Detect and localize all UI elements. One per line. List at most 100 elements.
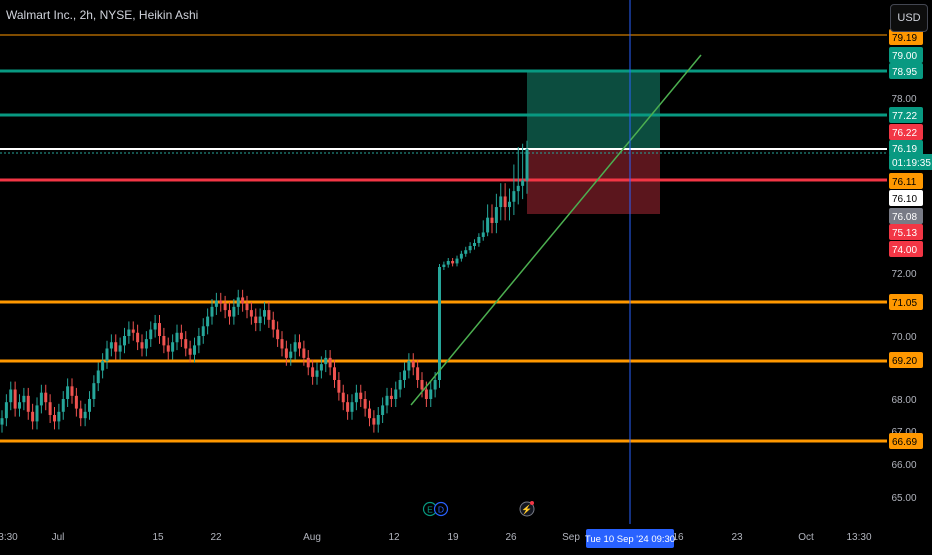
candle [394, 389, 398, 399]
price-label-orange [889, 352, 923, 368]
candle [166, 345, 170, 352]
price-label-red [889, 124, 923, 140]
candle [228, 310, 231, 317]
candle [223, 303, 227, 311]
candle [109, 342, 113, 349]
candle [70, 386, 74, 396]
candle [105, 348, 109, 361]
candle [171, 342, 175, 352]
candle [499, 196, 503, 208]
price-label-red [889, 241, 923, 257]
target-zone[interactable] [527, 71, 660, 149]
candle [385, 395, 389, 406]
candle [35, 405, 39, 422]
candle [442, 264, 446, 267]
price-label-text: 69.20 [892, 356, 917, 367]
candle [403, 370, 406, 380]
candle [48, 402, 52, 415]
candle [271, 319, 275, 330]
x-axis-tick-label: 22 [210, 532, 222, 543]
lightning-event-icon[interactable] [519, 501, 535, 517]
x-axis-tick-label: Sep [562, 532, 580, 543]
candle [525, 149, 529, 181]
candle [280, 339, 284, 349]
price-axis[interactable] [887, 0, 932, 550]
time-axis[interactable] [0, 524, 932, 550]
price-label-text: 01:19:35 [892, 158, 931, 169]
candle [83, 411, 87, 419]
candle [424, 389, 428, 399]
candle [263, 310, 266, 317]
candle [158, 323, 161, 336]
candle [267, 310, 271, 320]
candle [490, 217, 494, 223]
cursor-date-badge [586, 529, 674, 548]
candle [276, 329, 280, 340]
candle [184, 339, 188, 349]
x-axis-tick-label: 15 [152, 532, 164, 543]
candle [473, 242, 476, 246]
candle [136, 332, 140, 343]
candle [114, 342, 118, 352]
candle [153, 323, 157, 330]
candle [481, 232, 485, 237]
candle [232, 306, 236, 317]
trend-line[interactable] [410, 54, 702, 406]
candle [433, 380, 437, 390]
candle [289, 351, 293, 358]
dividend-icon[interactable] [433, 501, 449, 517]
candle [13, 389, 17, 409]
candle [350, 402, 354, 412]
x-axis-tick-label: 26 [505, 532, 517, 543]
candle [516, 185, 520, 192]
candle [144, 339, 148, 349]
y-axis-tick-label: 78.00 [891, 94, 916, 105]
candle [22, 395, 26, 403]
candle [123, 336, 126, 346]
candle [302, 348, 306, 358]
currency-button[interactable]: USD [890, 4, 928, 32]
candle [306, 357, 310, 368]
x-axis-tick-label: Oct [798, 532, 814, 543]
price-label-text: 76.11 [892, 177, 917, 188]
y-axis-tick-label: 65.00 [891, 493, 916, 504]
y-axis-tick-label: 68.00 [891, 395, 916, 406]
price-label-orange [889, 294, 923, 310]
y-axis-tick-label: 70.00 [891, 332, 916, 343]
candle [188, 348, 192, 355]
candle [446, 261, 450, 265]
candle [494, 207, 498, 223]
candle [44, 392, 48, 403]
candle [381, 405, 385, 415]
price-label-white [889, 190, 923, 206]
price-label-countdown [889, 154, 932, 170]
y-axis-tick-label: 66.00 [891, 460, 916, 471]
price-label-text: 76.22 [892, 128, 917, 139]
lightning-glyph: ⚡ [521, 504, 532, 516]
candle [477, 236, 481, 243]
candle [149, 329, 153, 340]
x-axis-tick-label: 19 [447, 532, 459, 543]
candle [254, 316, 258, 324]
candle [201, 326, 205, 336]
candle [411, 361, 415, 368]
price-label-text: 78.95 [892, 67, 917, 78]
candle [354, 392, 358, 403]
candle [26, 395, 30, 412]
candle [193, 345, 196, 355]
candle [101, 361, 105, 371]
candle [118, 345, 122, 352]
price-label-orange [889, 173, 923, 189]
candle [459, 253, 463, 259]
candle [9, 389, 13, 403]
price-label-text: 76.10 [892, 194, 917, 205]
price-label-orange [889, 29, 923, 45]
candle [311, 367, 315, 377]
symbol-title: Walmart Inc., 2h, NYSE, Heikin Ashi [6, 8, 199, 22]
candle [249, 310, 253, 317]
candle [241, 297, 245, 304]
price-label-text: 79.00 [892, 51, 917, 62]
candle [39, 392, 43, 406]
